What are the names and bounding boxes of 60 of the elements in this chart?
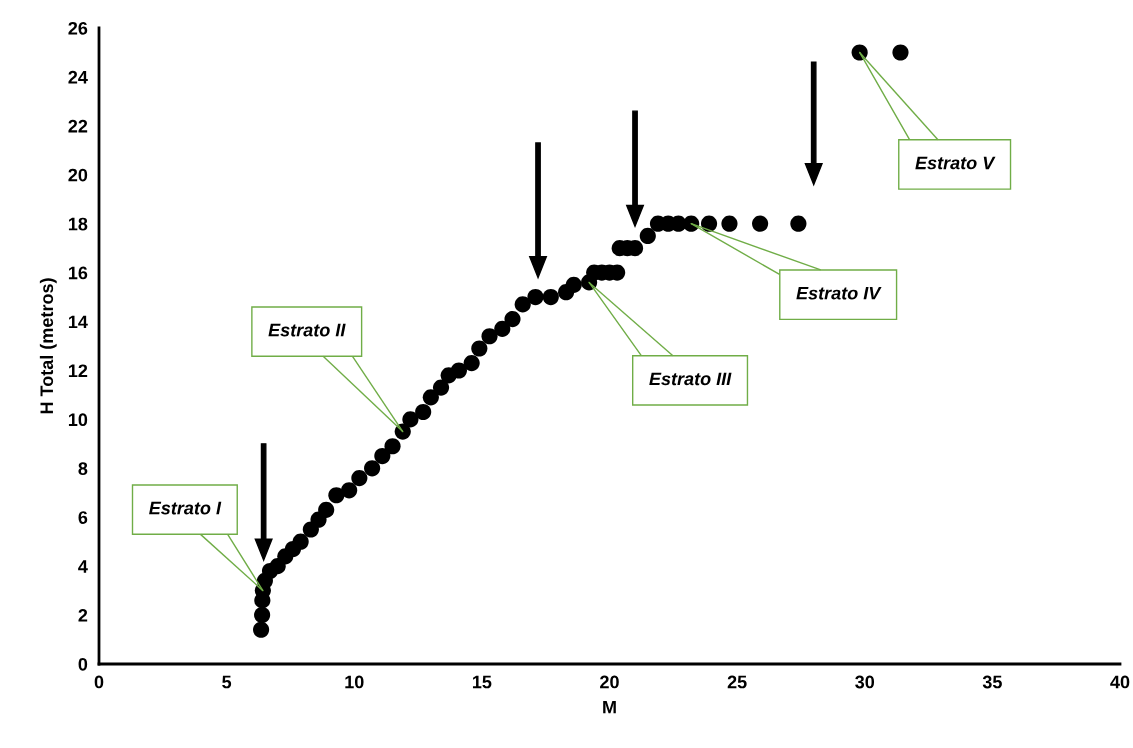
point — [351, 470, 368, 487]
point — [721, 215, 738, 232]
x-tick-label: 35 — [982, 675, 1002, 689]
y-tick-label: 18 — [68, 217, 88, 231]
point — [318, 501, 335, 518]
point — [384, 438, 401, 455]
point — [752, 215, 769, 232]
point — [253, 621, 270, 638]
point — [328, 487, 345, 504]
point — [639, 227, 656, 244]
point — [364, 460, 381, 477]
point — [422, 389, 439, 406]
point — [481, 328, 498, 345]
annotation: Estrato I — [149, 501, 222, 515]
point — [254, 607, 271, 624]
point — [471, 340, 488, 357]
point — [790, 215, 807, 232]
point — [514, 296, 531, 313]
x-tick-label: 15 — [472, 675, 492, 689]
y-tick-label: 26 — [68, 21, 88, 35]
y-tick-label: 10 — [68, 413, 88, 427]
x-tick-label: 0 — [94, 675, 104, 689]
y-tick-label: 14 — [68, 315, 88, 329]
point — [542, 289, 559, 306]
x-tick-label: 5 — [222, 675, 232, 689]
point — [504, 311, 521, 328]
x-tick-label: 30 — [855, 675, 875, 689]
point — [292, 533, 309, 550]
point — [527, 289, 544, 306]
y-tick-label: 4 — [78, 560, 88, 573]
x-tick-label: 20 — [600, 675, 619, 689]
x-tick-label: 10 — [345, 675, 364, 689]
x-tick-label: 25 — [727, 675, 747, 689]
point — [700, 215, 718, 232]
point — [341, 482, 358, 499]
x-tick-label: 40 — [1110, 675, 1130, 689]
point — [463, 355, 480, 372]
point — [402, 411, 419, 428]
y-tick-label: 12 — [68, 364, 88, 377]
point — [432, 379, 450, 396]
y-tick-label: 24 — [68, 70, 88, 84]
y-tick-label: 6 — [78, 511, 88, 524]
y-tick-label: 22 — [68, 119, 88, 133]
point — [415, 403, 432, 421]
x-axis-title: M — [603, 700, 616, 714]
point — [374, 448, 391, 465]
y-tick-label: 0 — [78, 657, 88, 671]
point — [892, 44, 909, 61]
y-tick-label: 16 — [68, 266, 88, 280]
y-tick-label: 2 — [78, 609, 88, 622]
annotation: Estrato V — [915, 156, 996, 170]
y-tick-label: 20 — [68, 168, 88, 182]
annotation: Estrato IV — [796, 286, 882, 300]
y-axis-title: H Total (metros) — [39, 278, 57, 414]
y-tick-label: 8 — [78, 462, 88, 476]
point — [565, 276, 582, 293]
annotation: Estrato II — [268, 323, 346, 337]
annotation: Estrato III — [649, 372, 732, 386]
point — [494, 320, 511, 337]
point — [450, 362, 467, 379]
